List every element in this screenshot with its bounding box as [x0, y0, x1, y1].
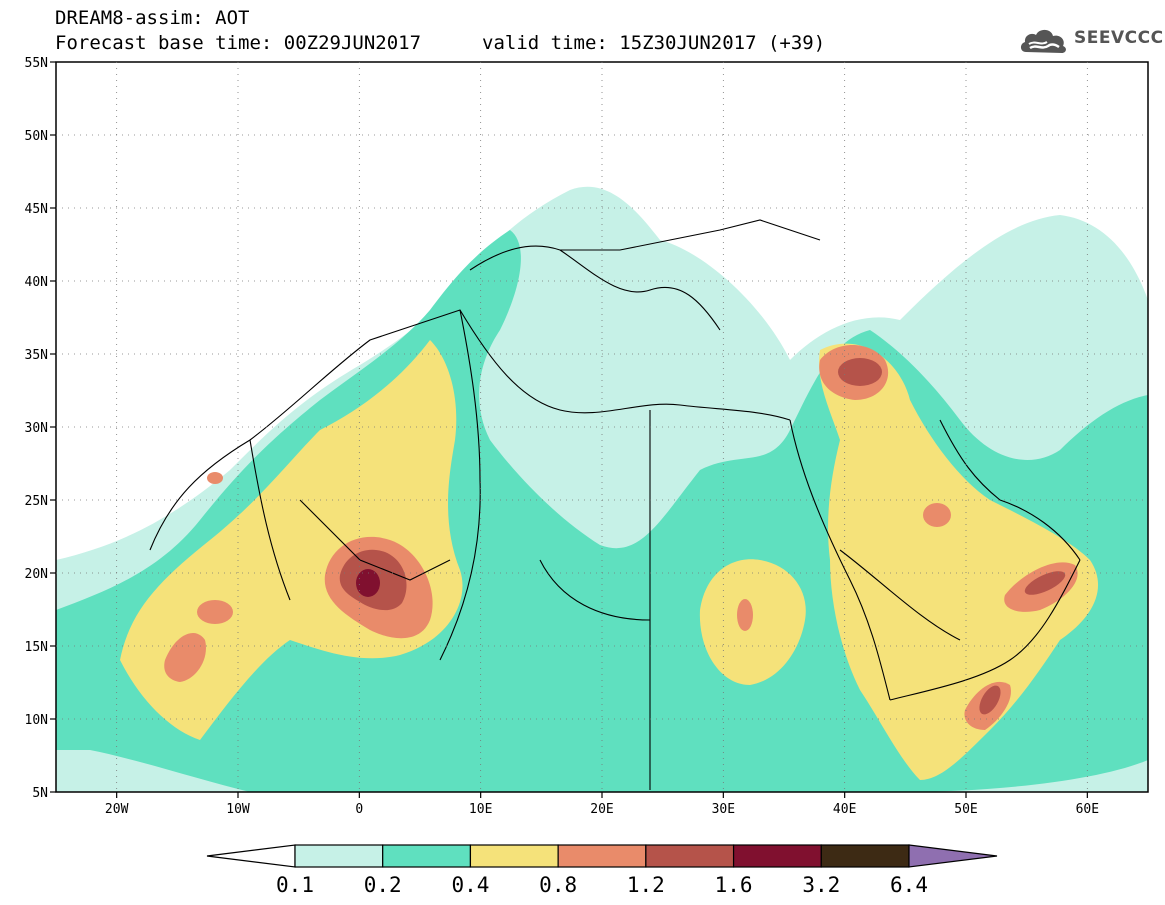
colorbar-box — [645, 844, 735, 868]
lon-label: 60E — [1076, 802, 1099, 817]
colorbar-label: 0.2 — [364, 873, 402, 897]
lat-label: 10N — [25, 713, 48, 728]
colorbar-labels: 0.1 0.2 0.4 0.8 1.2 1.6 3.2 6.4 — [276, 873, 928, 897]
lon-label: 10W — [226, 802, 250, 817]
aot-band-1.2-saudi — [923, 503, 951, 527]
colorbar-box — [382, 844, 472, 868]
aot-band-1.2-morocco — [207, 472, 223, 484]
valid-time: valid time: 15Z30JUN2017 (+39) — [482, 32, 826, 54]
colorbar-label: 1.6 — [715, 873, 753, 897]
colorbar-label: 0.1 — [276, 873, 314, 897]
aot-band-3.2-mali — [356, 569, 380, 597]
colorbar-label: 0.8 — [539, 873, 577, 897]
lat-label: 55N — [25, 56, 48, 71]
aot-band-1.2-sudan — [737, 599, 753, 631]
cloud-logo-icon — [1020, 29, 1066, 53]
aot-band-0.4-arabia — [819, 343, 1099, 780]
aot-band-1.6-somalia — [979, 685, 1001, 715]
colorbar-box — [820, 844, 910, 868]
aot-colorbar — [206, 844, 998, 868]
aot-band-1.2-westafrica2 — [197, 600, 233, 624]
colorbar-box — [469, 844, 559, 868]
aot-band-0.4-west — [120, 340, 463, 740]
aot-band-1.6-iraq — [838, 358, 882, 386]
lon-label: 20E — [590, 802, 613, 817]
lon-label: 10E — [469, 802, 492, 817]
colorbar-max-arrow — [908, 844, 998, 868]
lat-label: 5N — [32, 786, 48, 801]
lon-label: 40E — [833, 802, 856, 817]
lon-label: 30E — [712, 802, 735, 817]
lat-label: 20N — [25, 567, 48, 582]
colorbar-box — [732, 844, 822, 868]
aot-band-0.4-sudan — [699, 559, 806, 685]
aot-band-1.6-oman — [1024, 571, 1066, 595]
colorbar-label: 0.4 — [451, 873, 489, 897]
logo-text: SEEVCCC — [1074, 28, 1164, 48]
lat-label: 30N — [25, 421, 48, 436]
lon-label: 20W — [105, 802, 129, 817]
lon-label: 50E — [954, 802, 977, 817]
seevccc-logo: SEEVCCC — [1018, 24, 1163, 58]
colorbar-label: 1.2 — [627, 873, 665, 897]
latitude-labels: 5N 10N 15N 20N 25N 30N 35N 40N 45N 50N 55N — [25, 56, 56, 801]
colorbar-label: 6.4 — [890, 873, 928, 897]
lat-label: 35N — [25, 348, 48, 363]
map-title: DREAM8-assim: AOT — [55, 7, 250, 29]
longitude-labels: 20W 10W 0 10E 20E 30E 40E 50E 60E — [105, 792, 1099, 817]
colorbar-box — [294, 844, 384, 868]
lon-label: 0 — [355, 802, 363, 817]
lat-label: 40N — [25, 275, 48, 290]
lat-label: 25N — [25, 494, 48, 509]
colorbar-min-arrow — [206, 844, 296, 868]
forecast-base-time: Forecast base time: 00Z29JUN2017 — [55, 32, 422, 54]
colorbar-label: 3.2 — [802, 873, 840, 897]
colorbar-box — [557, 844, 647, 868]
lat-label: 50N — [25, 129, 48, 144]
map-gridlines — [56, 62, 1148, 792]
lat-label: 45N — [25, 202, 48, 217]
aot-band-1.2-westafrica — [164, 632, 206, 682]
coastlines — [149, 219, 1081, 790]
lat-label: 15N — [25, 640, 48, 655]
